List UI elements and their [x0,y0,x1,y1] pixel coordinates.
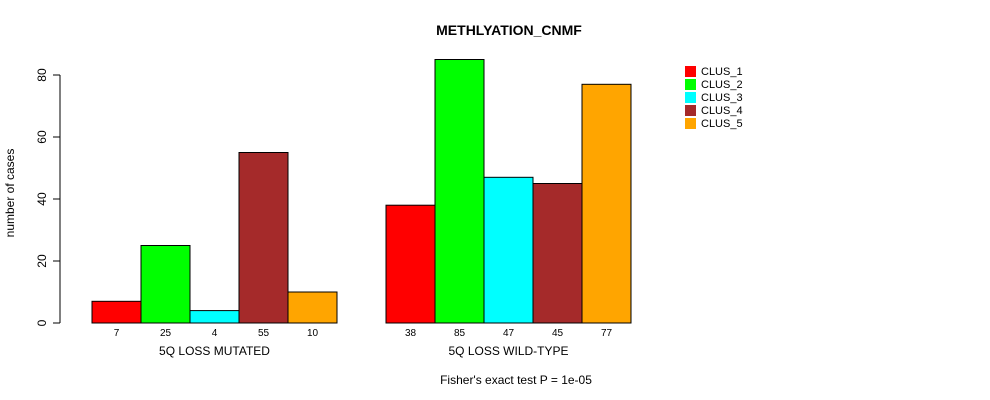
y-tick-label: 40 [35,192,49,206]
bar-count-label: 55 [258,328,270,339]
legend-entry-label: CLUS_2 [701,79,743,91]
y-tick-label: 60 [35,130,49,144]
y-axis-label: number of cases [3,149,17,238]
bar-count-label: 25 [160,328,172,339]
bar-clus-5 [581,83,632,324]
bar-count-label: 77 [601,328,613,339]
legend-entry-label: CLUS_4 [701,105,743,117]
legend-swatch [685,79,696,90]
chart-title: METHLYATION_CNMF [436,22,582,38]
y-tick-label: 0 [35,319,49,326]
bars-layer: 7 25 4 55 10 5Q LOSS MUTATED 38 85 47 45 77 5Q LOSS… [91,59,632,358]
y-axis: 0 20 40 60 80 [35,68,61,326]
bar-clus-3 [189,310,240,324]
legend-entry-label: CLUS_1 [701,66,743,78]
legend-swatch [685,118,696,129]
bar-clus-1 [385,204,436,324]
bar-count-label: 4 [212,328,218,339]
bar-count-label: 45 [552,328,564,339]
legend-swatch [685,92,696,103]
bar-clus-4 [532,183,583,324]
bar-count-label: 7 [114,328,120,339]
y-tick-label: 80 [35,68,49,82]
legend-swatch [685,66,696,77]
bar-clus-1 [91,300,142,324]
fisher-test-footnote: Fisher's exact test P = 1e-05 [440,373,592,387]
bar-clus-3 [483,176,534,324]
bar-clus-2 [140,245,191,324]
legend-entry-label: CLUS_5 [701,118,743,130]
bar-count-label: 10 [307,328,319,339]
bar-count-label: 47 [503,328,515,339]
bar-count-label: 85 [454,328,466,339]
y-tick-label: 20 [35,254,49,268]
legend-swatch [685,105,696,116]
group-label: 5Q LOSS WILD-TYPE [448,344,568,358]
legend-entry-label: CLUS_3 [701,92,743,104]
bar-count-label: 38 [405,328,417,339]
group-label: 5Q LOSS MUTATED [159,344,270,358]
bar-clus-4 [238,152,289,324]
bar-clus-5 [287,291,338,324]
bar-clus-2 [434,59,485,324]
